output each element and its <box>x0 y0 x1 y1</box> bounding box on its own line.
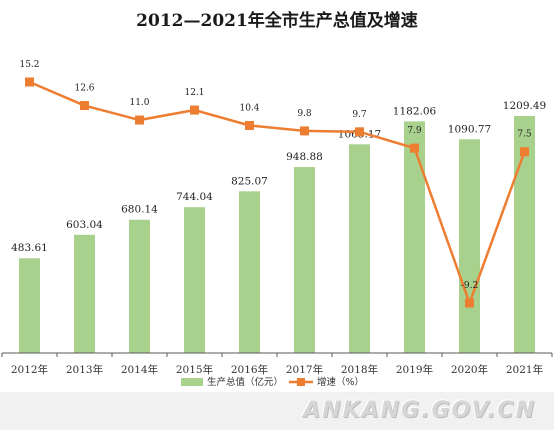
site-watermark: ANKANG.GOV.CN <box>303 398 536 423</box>
growth-value-label-7: 7.9 <box>407 126 422 136</box>
growth-marker-2 <box>135 115 144 125</box>
x-tick-label-7: 2019年 <box>396 363 433 376</box>
bar-value-label-4: 825.07 <box>231 175 268 187</box>
x-tick-label-4: 2016年 <box>231 363 268 376</box>
growth-value-label-8: -9.2 <box>461 281 478 291</box>
growth-value-label-9: 7.5 <box>517 130 532 140</box>
bar-value-label-2: 680.14 <box>121 204 158 216</box>
legend-swatch-marker <box>297 378 305 386</box>
bar-value-label-1: 603.04 <box>66 219 103 231</box>
x-tick-label-1: 2013年 <box>66 363 103 376</box>
bar-value-label-9: 1209.49 <box>503 100 546 112</box>
growth-marker-0 <box>25 77 34 87</box>
x-tick-label-5: 2017年 <box>286 363 323 376</box>
growth-value-label-5: 9.8 <box>297 109 312 119</box>
bar-4 <box>239 191 260 353</box>
growth-line <box>29 80 526 307</box>
growth-marker-6 <box>355 127 364 137</box>
bar-7 <box>404 121 425 354</box>
growth-marker-9 <box>520 147 529 157</box>
growth-value-label-3: 12.1 <box>184 88 204 98</box>
growth-marker-1 <box>80 101 89 111</box>
x-tick-label-8: 2020年 <box>451 363 488 376</box>
bar-2 <box>129 219 150 353</box>
bar-value-label-8: 1090.77 <box>448 123 491 135</box>
legend-swatch-bar <box>181 378 203 386</box>
x-tick-label-2: 2014年 <box>121 363 158 376</box>
chart-svg: 2012年 2013年 2014年 2015年 2016年 2017年 2018年 2019年… <box>1 60 553 388</box>
legend-label-line: 增速（%） <box>317 376 364 388</box>
bar-5 <box>294 167 315 353</box>
growth-marker-4 <box>245 120 254 130</box>
growth-marker-5 <box>300 126 309 136</box>
bar-value-label-3: 744.04 <box>176 191 213 203</box>
bar-value-label-7: 1182.06 <box>393 105 437 117</box>
bar-1 <box>74 234 95 353</box>
growth-value-label-0: 15.2 <box>19 60 39 70</box>
bar-8 <box>459 139 480 353</box>
bar-9 <box>514 116 535 353</box>
bottom-band <box>0 392 554 430</box>
x-tick-label-3: 2015年 <box>176 363 213 376</box>
bar-0 <box>19 258 40 353</box>
x-tick-label-0: 2012年 <box>11 363 48 376</box>
growth-marker-3 <box>190 105 199 115</box>
growth-value-label-4: 10.4 <box>239 103 259 113</box>
growth-marker-7 <box>410 143 419 153</box>
legend-label-bar: 生产总值（亿元） <box>207 376 283 388</box>
growth-marker-8 <box>465 298 474 308</box>
bar-3 <box>184 207 205 353</box>
x-tick-label-9: 2021年 <box>506 363 543 376</box>
chart-title: 2012—2021年全市生产总值及增速 <box>136 11 418 31</box>
bar-6 <box>349 144 370 353</box>
growth-value-label-2: 11.0 <box>129 98 149 108</box>
bar-value-label-5: 948.88 <box>286 151 323 163</box>
bar-value-label-0: 483.61 <box>11 242 48 254</box>
growth-value-label-6: 9.7 <box>352 110 367 120</box>
chart-frame: 2012—2021年全市生产总值及增速 2012年 2013年 2014年 2015年… <box>1 11 553 388</box>
x-tick-label-6: 2018年 <box>341 363 378 376</box>
growth-value-label-1: 12.6 <box>74 84 94 94</box>
